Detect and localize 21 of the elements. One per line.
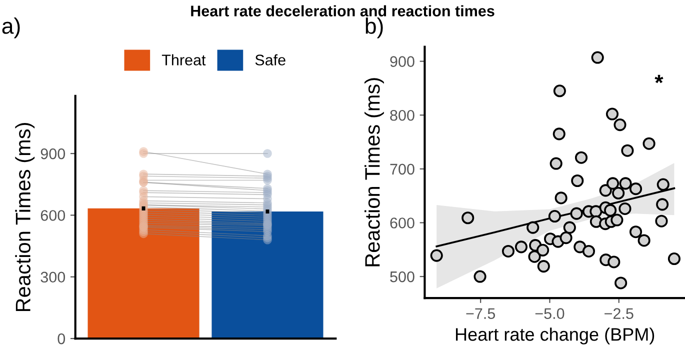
- y-tick-label: 900: [390, 56, 414, 67]
- legend-label: Threat: [162, 54, 206, 66]
- y-tick-label: 800: [390, 110, 414, 121]
- x-axis-title: Heart rate change (BPM): [456, 328, 654, 344]
- chart-title: Heart rate deceleration and reaction times: [191, 5, 494, 16]
- x-tick-label: −2.5: [604, 308, 634, 319]
- y-axis-title: Reaction Times (ms): [364, 78, 384, 266]
- y-axis-title: Reaction Times (ms): [15, 123, 35, 312]
- y-tick-label: 500: [390, 271, 414, 282]
- annotation: *: [654, 74, 664, 84]
- y-tick-label: 600: [390, 218, 414, 228]
- x-tick-label: −5.0: [535, 308, 564, 319]
- y-tick-label: 0: [58, 333, 66, 344]
- text: a): [2, 18, 20, 38]
- y-tick-label: 600: [40, 210, 66, 221]
- y-tick-label: 700: [390, 164, 414, 175]
- y-tick-label: 300: [40, 272, 66, 283]
- x-tick-label: −7.5: [466, 308, 496, 319]
- y-tick-label: 900: [40, 148, 66, 160]
- text: b): [366, 18, 383, 38]
- legend-label: Safe: [255, 54, 286, 66]
